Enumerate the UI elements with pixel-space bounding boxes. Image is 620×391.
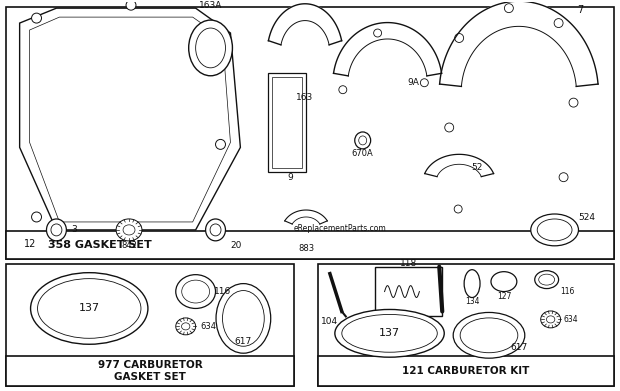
Bar bbox=[318, 356, 614, 386]
Bar bbox=[318, 264, 614, 386]
Bar bbox=[268, 73, 306, 172]
Text: 104: 104 bbox=[321, 317, 339, 326]
Ellipse shape bbox=[116, 219, 142, 241]
Text: 524: 524 bbox=[578, 213, 595, 222]
Text: 116: 116 bbox=[560, 287, 575, 296]
Ellipse shape bbox=[537, 219, 572, 241]
Ellipse shape bbox=[539, 274, 555, 285]
Polygon shape bbox=[268, 4, 342, 45]
Ellipse shape bbox=[188, 20, 232, 76]
Ellipse shape bbox=[175, 318, 196, 335]
Ellipse shape bbox=[216, 140, 226, 149]
Ellipse shape bbox=[339, 86, 347, 94]
Ellipse shape bbox=[569, 98, 578, 107]
Ellipse shape bbox=[126, 230, 136, 240]
Text: eReplacementParts.com: eReplacementParts.com bbox=[293, 224, 386, 233]
Bar bbox=[6, 264, 294, 386]
Ellipse shape bbox=[216, 28, 226, 38]
Ellipse shape bbox=[182, 323, 190, 330]
Ellipse shape bbox=[30, 273, 148, 344]
Ellipse shape bbox=[206, 219, 226, 241]
Text: 118: 118 bbox=[400, 259, 417, 268]
Polygon shape bbox=[440, 1, 598, 86]
Text: 121 CARBURETOR KIT: 121 CARBURETOR KIT bbox=[402, 366, 530, 376]
Ellipse shape bbox=[554, 19, 563, 27]
Text: 634: 634 bbox=[201, 322, 216, 331]
Ellipse shape bbox=[182, 280, 210, 303]
Text: 52: 52 bbox=[471, 163, 483, 172]
Polygon shape bbox=[334, 23, 441, 76]
Text: 137: 137 bbox=[379, 328, 400, 338]
Ellipse shape bbox=[216, 283, 271, 353]
Text: 20: 20 bbox=[231, 241, 242, 250]
Ellipse shape bbox=[531, 214, 578, 246]
Ellipse shape bbox=[51, 224, 62, 236]
Text: 9A: 9A bbox=[407, 78, 419, 87]
Text: 127: 127 bbox=[497, 292, 511, 301]
Polygon shape bbox=[20, 8, 241, 230]
Text: 617: 617 bbox=[510, 343, 528, 352]
Text: 116: 116 bbox=[213, 287, 231, 296]
Ellipse shape bbox=[175, 274, 216, 308]
Text: 134: 134 bbox=[465, 297, 479, 306]
Text: 634: 634 bbox=[564, 315, 578, 324]
Text: 137: 137 bbox=[79, 303, 100, 314]
Text: 163A: 163A bbox=[199, 1, 222, 10]
Polygon shape bbox=[425, 154, 494, 177]
Ellipse shape bbox=[196, 28, 226, 68]
Ellipse shape bbox=[223, 291, 264, 346]
Ellipse shape bbox=[335, 309, 445, 357]
Bar bbox=[374, 267, 442, 316]
Ellipse shape bbox=[123, 225, 135, 235]
Text: 12: 12 bbox=[24, 239, 36, 249]
Ellipse shape bbox=[355, 132, 371, 149]
Ellipse shape bbox=[420, 79, 428, 87]
Ellipse shape bbox=[541, 311, 560, 328]
Ellipse shape bbox=[32, 212, 42, 222]
Ellipse shape bbox=[453, 312, 525, 358]
Text: 977 CARBURETOR
GASKET SET: 977 CARBURETOR GASKET SET bbox=[97, 360, 202, 382]
Ellipse shape bbox=[559, 173, 568, 182]
Text: 670A: 670A bbox=[352, 149, 374, 158]
Text: 3: 3 bbox=[71, 225, 77, 235]
Ellipse shape bbox=[32, 13, 42, 23]
Bar bbox=[6, 7, 614, 259]
Polygon shape bbox=[285, 210, 327, 224]
Text: 358 GASKET SET: 358 GASKET SET bbox=[48, 240, 152, 250]
Ellipse shape bbox=[534, 271, 559, 289]
Polygon shape bbox=[30, 17, 231, 222]
Ellipse shape bbox=[46, 219, 66, 241]
Bar bbox=[6, 356, 294, 386]
Text: 163: 163 bbox=[296, 93, 314, 102]
Ellipse shape bbox=[491, 272, 517, 292]
Text: 7: 7 bbox=[577, 5, 583, 15]
Text: 9: 9 bbox=[287, 173, 293, 182]
Bar bbox=[272, 77, 302, 168]
Ellipse shape bbox=[546, 316, 555, 323]
Ellipse shape bbox=[210, 224, 221, 236]
Ellipse shape bbox=[359, 136, 366, 145]
Ellipse shape bbox=[38, 279, 141, 338]
Ellipse shape bbox=[464, 270, 480, 298]
Ellipse shape bbox=[342, 314, 437, 352]
Text: 617: 617 bbox=[235, 337, 252, 346]
Bar bbox=[6, 231, 614, 259]
Ellipse shape bbox=[374, 29, 381, 37]
Ellipse shape bbox=[126, 0, 136, 10]
Ellipse shape bbox=[454, 34, 464, 43]
Ellipse shape bbox=[454, 205, 462, 213]
Text: 842: 842 bbox=[121, 241, 137, 250]
Ellipse shape bbox=[505, 4, 513, 13]
Text: 883: 883 bbox=[298, 244, 314, 253]
Ellipse shape bbox=[460, 318, 518, 353]
Ellipse shape bbox=[445, 123, 454, 132]
